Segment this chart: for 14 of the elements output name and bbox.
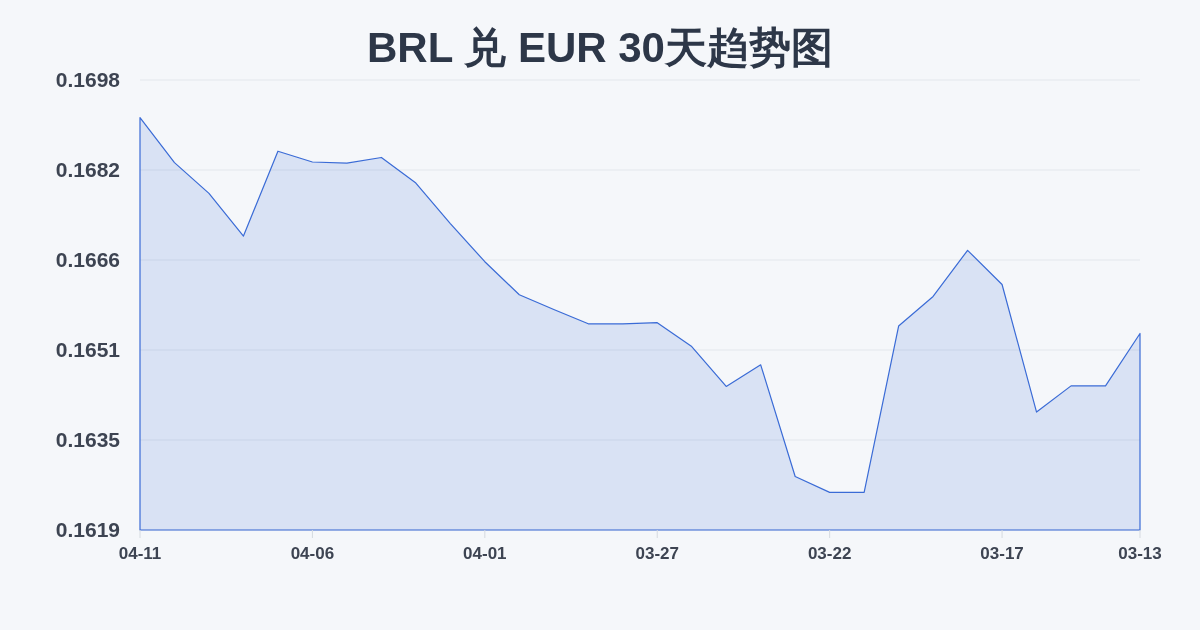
- y-tick-label: 0.1698: [55, 68, 121, 92]
- x-tick-label: 03-13: [1118, 544, 1162, 563]
- x-tick-label: 03-27: [635, 544, 679, 563]
- x-tick-label: 04-06: [290, 544, 335, 563]
- y-tick-label: 0.1682: [55, 158, 120, 182]
- y-tick-label: 0.1651: [55, 338, 121, 362]
- y-tick-label: 0.1666: [55, 248, 120, 272]
- x-tick-label: 03-17: [980, 544, 1024, 563]
- chart-title: BRL 兑 EUR 30天趋势图: [367, 24, 833, 71]
- y-tick-label: 0.1619: [55, 518, 120, 542]
- x-tick-label: 03-22: [807, 544, 852, 563]
- x-tick-label: 04-01: [463, 544, 507, 563]
- x-tick-label: 04-11: [118, 544, 162, 563]
- y-tick-label: 0.1635: [55, 428, 121, 452]
